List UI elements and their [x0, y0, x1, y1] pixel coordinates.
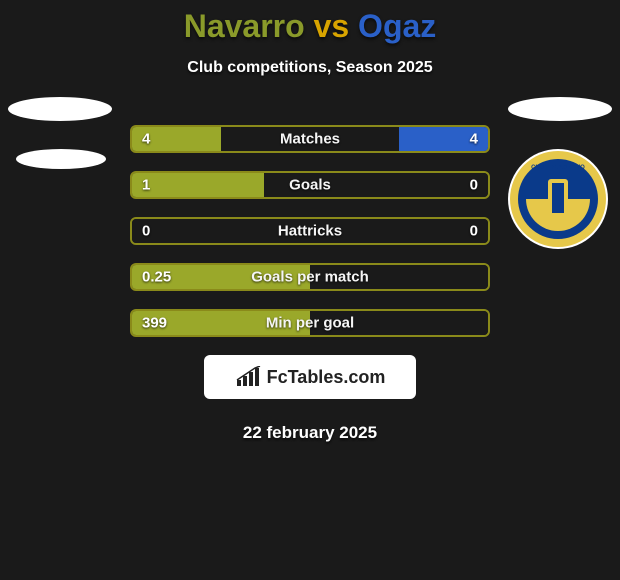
- club-badge-icon: CLUB DEPORTIVO: [508, 149, 608, 249]
- date-text: 22 february 2025: [0, 423, 620, 443]
- player2-avatar-area: CLUB DEPORTIVO: [508, 97, 612, 249]
- vs-text: vs: [314, 8, 350, 44]
- player1-name: Navarro: [184, 8, 305, 44]
- stat-label: Matches: [280, 131, 340, 148]
- stat-row: 399 Min per goal: [130, 309, 490, 337]
- player1-avatar-area: [8, 97, 112, 197]
- stat-label: Min per goal: [266, 315, 354, 332]
- stat-row: 0 Hattricks 0: [130, 217, 490, 245]
- bar-chart-icon: [235, 366, 261, 388]
- player1-club-placeholder: [16, 149, 106, 169]
- stat-row: 4 Matches 4: [130, 125, 490, 153]
- stat-label: Goals per match: [251, 269, 369, 286]
- infographic-root: Navarro vs Ogaz Club competitions, Seaso…: [0, 0, 620, 443]
- stat-label: Goals: [289, 177, 331, 194]
- site-logo-box: FcTables.com: [204, 355, 416, 399]
- stats-block: 4 Matches 4 1 Goals 0 0 Hattricks 0 0.25 Goals per…: [130, 125, 490, 337]
- player2-club-badge: CLUB DEPORTIVO: [508, 149, 608, 249]
- stat-row: 0.25 Goals per match: [130, 263, 490, 291]
- stat-left-value: 0: [142, 223, 150, 240]
- player2-name: Ogaz: [358, 8, 436, 44]
- stat-right-value: 0: [470, 223, 478, 240]
- page-title: Navarro vs Ogaz: [0, 8, 620, 45]
- subtitle: Club competitions, Season 2025: [0, 59, 620, 77]
- site-logo-text: FcTables.com: [267, 367, 386, 388]
- stat-left-value: 0.25: [142, 269, 171, 286]
- stat-right-value: 4: [470, 131, 478, 148]
- stat-label: Hattricks: [278, 223, 342, 240]
- stat-left-value: 4: [142, 131, 150, 148]
- player2-avatar-placeholder: [508, 97, 612, 121]
- stat-row: 1 Goals 0: [130, 171, 490, 199]
- stat-left-value: 399: [142, 315, 167, 332]
- stat-right-value: 0: [470, 177, 478, 194]
- player1-avatar-placeholder: [8, 97, 112, 121]
- stat-left-value: 1: [142, 177, 150, 194]
- badge-text-top: CLUB DEPORTIVO: [531, 165, 585, 171]
- bar-left: [132, 173, 264, 197]
